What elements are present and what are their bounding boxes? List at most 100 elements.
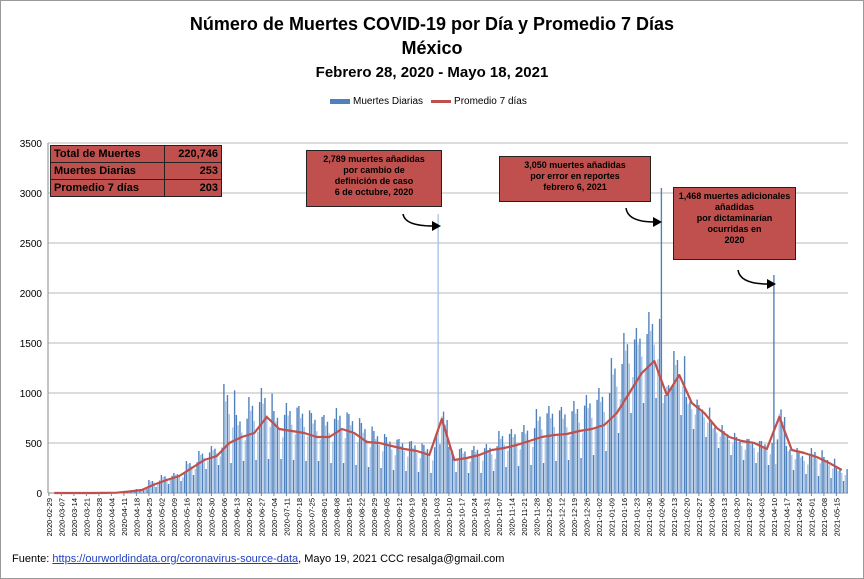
- daily-bar: [616, 386, 618, 493]
- daily-bar: [387, 444, 389, 493]
- daily-bar: [166, 478, 168, 493]
- daily-bar: [512, 437, 514, 493]
- daily-bar: [460, 448, 463, 493]
- daily-bar: [253, 420, 255, 493]
- daily-bar: [755, 463, 757, 493]
- daily-bar: [410, 441, 413, 493]
- x-tick-label: 2020-05-16: [182, 498, 191, 536]
- daily-bar: [537, 420, 539, 493]
- daily-bar: [321, 416, 323, 493]
- daily-bar: [805, 474, 807, 493]
- daily-bar: [237, 425, 239, 493]
- daily-bar: [383, 433, 386, 493]
- annotation-line: por dictaminarían: [696, 213, 773, 223]
- daily-bar: [633, 339, 636, 493]
- daily-bar: [814, 451, 816, 493]
- footer-suffix: , Mayo 19, 2021 CCC resalga@gmail.com: [298, 553, 505, 565]
- daily-bar: [746, 438, 748, 493]
- daily-bar: [794, 459, 797, 493]
- daily-bar: [510, 429, 513, 493]
- daily-bar: [771, 442, 773, 493]
- daily-bar: [373, 431, 375, 493]
- daily-bar: [305, 461, 307, 493]
- daily-bar: [546, 413, 548, 493]
- daily-bar: [153, 482, 155, 493]
- daily-bar: [574, 413, 577, 493]
- daily-bar: [437, 214, 439, 493]
- x-tick-label: 2020-09-05: [382, 498, 391, 536]
- daily-bar: [605, 451, 607, 493]
- source-link[interactable]: https://ourworldindata.org/coronavirus-s…: [52, 553, 299, 565]
- x-tick-label: 2020-08-22: [357, 498, 366, 536]
- daily-bar: [676, 359, 679, 493]
- legend-label-avg: Promedio 7 días: [454, 96, 527, 107]
- summary-label: Muertes Diarias: [49, 162, 166, 180]
- daily-bar: [666, 386, 668, 493]
- daily-bar: [371, 426, 373, 493]
- daily-bar: [760, 441, 763, 493]
- x-tick-label: 2020-07-18: [295, 498, 304, 536]
- annotation-line: definición de caso: [334, 176, 414, 186]
- daily-bar: [466, 457, 468, 493]
- daily-bar: [558, 410, 561, 493]
- daily-bar: [385, 437, 388, 493]
- daily-bar: [764, 444, 766, 493]
- daily-bar: [414, 445, 416, 493]
- daily-bar: [696, 399, 698, 493]
- daily-bar: [476, 449, 479, 493]
- daily-bar: [357, 442, 359, 493]
- daily-bar: [257, 431, 259, 493]
- daily-bar: [180, 481, 182, 493]
- x-tick-label: 2020-10-17: [457, 498, 466, 536]
- daily-bar: [294, 434, 297, 493]
- daily-bar: [483, 448, 486, 493]
- daily-bar: [817, 476, 820, 493]
- daily-bar: [449, 452, 452, 493]
- daily-bar: [782, 421, 784, 493]
- x-tick-label: 2021-02-20: [682, 498, 691, 536]
- daily-bar: [514, 434, 516, 493]
- annotation-line: 2020: [724, 235, 745, 245]
- daily-bar: [480, 473, 482, 493]
- daily-bar: [416, 452, 418, 493]
- daily-bar: [358, 418, 361, 493]
- summary-label: Total de Muertes: [49, 145, 166, 163]
- daily-bar: [705, 437, 707, 493]
- daily-bar: [523, 425, 525, 493]
- daily-bar: [328, 433, 330, 493]
- annotation-line: 6 de octubre, 2020: [334, 187, 414, 197]
- x-tick-label: 2020-08-08: [332, 498, 341, 536]
- x-tick-label: 2020-06-27: [257, 498, 266, 536]
- daily-bar: [757, 452, 759, 493]
- daily-bar: [462, 453, 464, 493]
- daily-bar: [710, 423, 713, 493]
- daily-bar: [207, 460, 209, 493]
- daily-bar: [748, 439, 750, 493]
- daily-bar: [564, 414, 566, 493]
- daily-bar: [330, 463, 332, 493]
- legend-label-daily: Muertes Diarias: [353, 96, 424, 107]
- legend-swatch-bar: [330, 98, 350, 104]
- daily-bar: [458, 449, 461, 493]
- y-tick-label: 3000: [20, 189, 43, 200]
- daily-bar: [699, 412, 702, 493]
- daily-bar: [494, 458, 497, 493]
- x-tick-label: 2020-03-07: [57, 498, 66, 536]
- annotation-arrowhead: [432, 221, 441, 231]
- daily-bar: [708, 407, 711, 493]
- daily-bar: [337, 420, 339, 493]
- daily-bar: [441, 416, 443, 493]
- x-tick-label: 2020-09-19: [407, 498, 416, 536]
- daily-bar: [353, 433, 355, 493]
- legend-swatch-line: [431, 99, 452, 103]
- daily-bar: [232, 427, 234, 493]
- daily-bar: [287, 415, 289, 493]
- daily-bar: [212, 450, 214, 493]
- daily-bar: [689, 401, 691, 493]
- daily-bar: [571, 411, 573, 493]
- daily-bar: [201, 453, 204, 493]
- daily-bar: [341, 428, 343, 493]
- daily-bar: [273, 411, 275, 493]
- annotation-line: 1,468 muertes adicionales: [678, 191, 791, 201]
- daily-bar: [728, 440, 730, 493]
